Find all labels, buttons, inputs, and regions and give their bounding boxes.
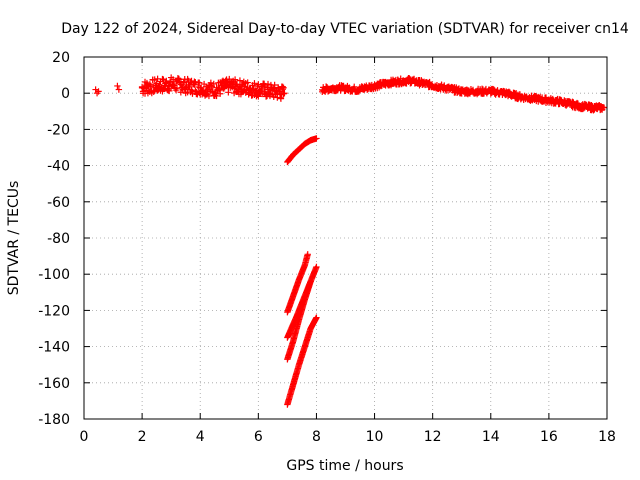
axis-ticks: 0 2 4 6 8 10 12 14 16 18 20 0 -20 -40 -60 -80 -100 -120 -1… xyxy=(38,50,616,445)
grid xyxy=(84,57,607,419)
data-point xyxy=(115,86,123,93)
data-marks xyxy=(92,74,608,408)
data-point xyxy=(229,80,237,87)
x-tick-label: 8 xyxy=(312,429,321,445)
y-tick-label: 0 xyxy=(61,86,70,102)
x-tick-label: 16 xyxy=(540,429,558,445)
x-tick-label: 6 xyxy=(254,429,263,445)
data-point xyxy=(236,77,244,84)
data-point xyxy=(196,79,203,86)
data-point xyxy=(281,90,288,97)
data-point xyxy=(304,251,311,258)
y-tick-label: -20 xyxy=(47,122,70,138)
x-tick-label: 18 xyxy=(598,429,616,445)
y-tick-label: 20 xyxy=(52,50,70,66)
y-tick-label: -160 xyxy=(38,376,70,392)
data-point xyxy=(394,76,401,83)
data-point xyxy=(231,76,239,83)
data-point xyxy=(151,76,158,83)
y-tick-label: -60 xyxy=(47,195,70,211)
x-tick-label: 12 xyxy=(424,429,442,445)
data-point xyxy=(279,83,286,90)
data-point xyxy=(351,83,358,91)
data-point xyxy=(186,83,193,91)
data-point xyxy=(313,263,320,271)
x-tick-label: 14 xyxy=(482,429,500,445)
data-point xyxy=(280,84,287,91)
x-tick-label: 10 xyxy=(366,429,384,445)
data-point xyxy=(207,79,215,87)
data-point xyxy=(230,85,238,92)
data-point xyxy=(266,92,274,100)
chart-title: Day 122 of 2024, Sidereal Day-to-day VTE… xyxy=(61,21,629,37)
data-point xyxy=(213,92,220,100)
data-point xyxy=(313,135,320,142)
data-point xyxy=(225,89,232,96)
y-tick-label: -100 xyxy=(38,267,70,283)
x-tick-label: 4 xyxy=(196,429,205,445)
data-point xyxy=(264,80,272,88)
data-point xyxy=(182,84,189,92)
y-axis-title: SDTVAR / TECUs xyxy=(6,181,22,296)
data-point xyxy=(210,80,217,88)
x-tick-label: 2 xyxy=(138,429,147,445)
x-tick-label: 0 xyxy=(80,429,89,445)
y-tick-label: -120 xyxy=(38,303,70,319)
y-tick-label: -140 xyxy=(38,340,70,356)
data-point xyxy=(313,314,320,321)
y-tick-label: -180 xyxy=(38,412,70,428)
data-point xyxy=(216,90,224,97)
data-point xyxy=(191,78,198,85)
y-tick-label: -40 xyxy=(47,159,70,175)
x-axis-title: GPS time / hours xyxy=(286,458,403,474)
data-point xyxy=(251,80,258,87)
data-point xyxy=(277,94,285,102)
y-tick-label: -80 xyxy=(47,231,70,247)
data-point xyxy=(160,76,167,83)
data-point xyxy=(114,82,121,90)
data-point xyxy=(95,88,102,95)
data-point xyxy=(238,82,246,89)
data-point xyxy=(600,104,608,111)
